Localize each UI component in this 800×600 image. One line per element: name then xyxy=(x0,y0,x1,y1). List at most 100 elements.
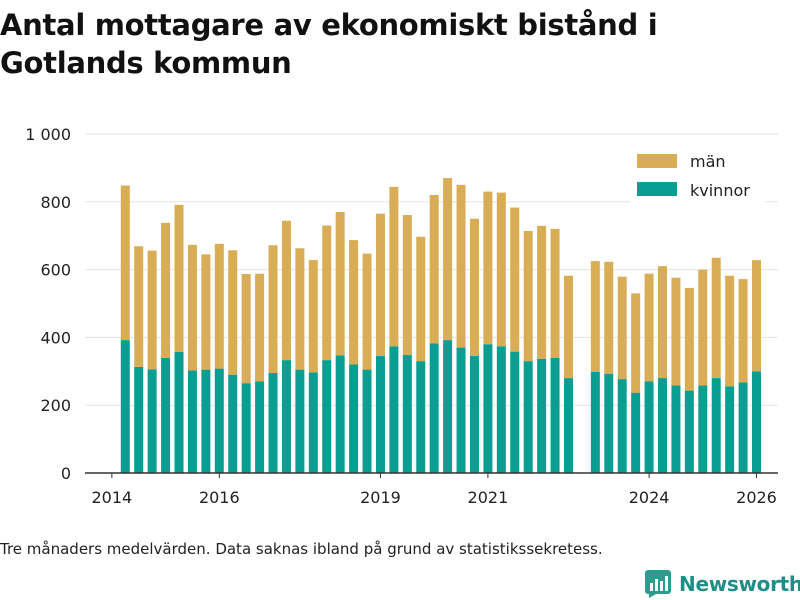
bar-man xyxy=(120,185,130,341)
bar-man xyxy=(255,273,265,382)
y-tick-label: 0 xyxy=(61,464,71,483)
bar-man xyxy=(523,230,533,362)
bar-man xyxy=(335,211,345,356)
bar-man xyxy=(147,250,157,370)
bar-man xyxy=(738,279,748,383)
bar-man xyxy=(429,195,439,344)
bar-man xyxy=(658,266,667,379)
bar-man xyxy=(241,274,251,384)
bar-man xyxy=(698,269,708,386)
bar-kvinnor xyxy=(510,351,520,473)
bar-man xyxy=(563,275,573,379)
bar-man xyxy=(537,225,547,359)
y-tick-label: 600 xyxy=(40,261,71,280)
bar-man xyxy=(322,225,332,361)
y-tick-label: 400 xyxy=(40,328,71,347)
bar-man xyxy=(443,178,453,341)
bar-man xyxy=(496,192,506,347)
bar-kvinnor xyxy=(134,366,144,473)
bar-kvinnor xyxy=(389,346,399,473)
x-tick-label: 2026 xyxy=(736,488,777,507)
bar-kvinnor xyxy=(523,361,533,473)
bar-man xyxy=(174,204,184,352)
bar-kvinnor xyxy=(201,369,211,473)
bar-kvinnor xyxy=(416,361,426,473)
bar-kvinnor xyxy=(228,374,238,473)
brand-name: Newsworthy xyxy=(679,572,800,596)
bar-kvinnor xyxy=(698,385,708,473)
legend-swatch-man xyxy=(637,154,677,168)
bar-man xyxy=(725,275,735,387)
bar-kvinnor xyxy=(684,390,694,473)
bar-man xyxy=(268,245,278,373)
bar-kvinnor xyxy=(362,369,372,473)
bar-kvinnor xyxy=(308,372,318,473)
bar-man xyxy=(604,261,614,374)
bar-kvinnor xyxy=(322,360,332,473)
bar-kvinnor xyxy=(120,340,130,473)
x-tick-label: 2019 xyxy=(360,488,401,507)
legend-swatch-kvinnor xyxy=(637,182,677,196)
bar-kvinnor xyxy=(268,372,278,473)
bar-kvinnor xyxy=(147,369,157,473)
bar-man xyxy=(281,220,291,361)
bar-man xyxy=(228,250,238,375)
bar-kvinnor xyxy=(255,381,265,473)
bar-kvinnor xyxy=(429,343,439,473)
bar-groups xyxy=(120,178,762,473)
bar-kvinnor xyxy=(187,370,197,473)
bar-kvinnor xyxy=(375,356,385,473)
legend: män kvinnor xyxy=(630,143,765,210)
bar-man xyxy=(590,261,600,372)
bar-man xyxy=(684,287,694,391)
bar-man xyxy=(161,222,171,358)
bar-kvinnor xyxy=(456,347,466,473)
bar-man xyxy=(456,184,466,348)
bar-kvinnor xyxy=(604,373,614,473)
bar-man xyxy=(752,260,762,372)
x-tick-label: 2016 xyxy=(199,488,240,507)
y-axis-ticks: 0 200 400 600 800 1 000 xyxy=(25,125,71,483)
bar-man xyxy=(483,191,493,345)
legend-label-man: män xyxy=(690,152,726,171)
bar-kvinnor xyxy=(161,357,171,473)
legend-label-kvinnor: kvinnor xyxy=(690,181,750,200)
bar-kvinnor xyxy=(644,381,654,473)
x-tick-label: 2021 xyxy=(468,488,509,507)
bar-man xyxy=(671,277,681,386)
bar-kvinnor xyxy=(631,392,641,473)
bar-kvinnor xyxy=(617,379,627,473)
x-tick-label: 2024 xyxy=(629,488,670,507)
bar-kvinnor xyxy=(281,360,291,473)
bar-man xyxy=(187,244,197,371)
bar-kvinnor xyxy=(752,371,762,473)
bar-kvinnor xyxy=(349,364,359,473)
bar-kvinnor xyxy=(711,378,721,473)
x-tick-label: 2014 xyxy=(92,488,133,507)
y-tick-label: 1 000 xyxy=(25,125,71,144)
bar-man xyxy=(201,254,211,370)
bar-man xyxy=(469,218,479,357)
bar-man xyxy=(295,248,305,370)
bar-man xyxy=(510,207,520,352)
bar-kvinnor xyxy=(443,340,453,473)
bar-kvinnor xyxy=(483,344,493,473)
bar-man xyxy=(402,215,412,356)
bar-kvinnor xyxy=(590,371,600,473)
bar-kvinnor xyxy=(241,383,251,473)
chart-title: Antal mottagare av ekonomiskt bistånd i … xyxy=(0,8,658,80)
bar-man xyxy=(308,260,318,373)
bar-kvinnor xyxy=(335,355,345,473)
bar-man xyxy=(375,213,385,357)
bar-man xyxy=(711,257,721,379)
bar-man xyxy=(214,243,224,369)
y-tick-label: 200 xyxy=(40,396,71,415)
bar-man xyxy=(362,253,372,370)
bar-man xyxy=(349,240,359,365)
bar-kvinnor xyxy=(658,378,667,473)
bar-kvinnor xyxy=(496,346,506,473)
bar-man xyxy=(644,273,654,382)
bar-kvinnor xyxy=(214,368,224,473)
brand-logo: Newsworthy xyxy=(645,569,800,599)
